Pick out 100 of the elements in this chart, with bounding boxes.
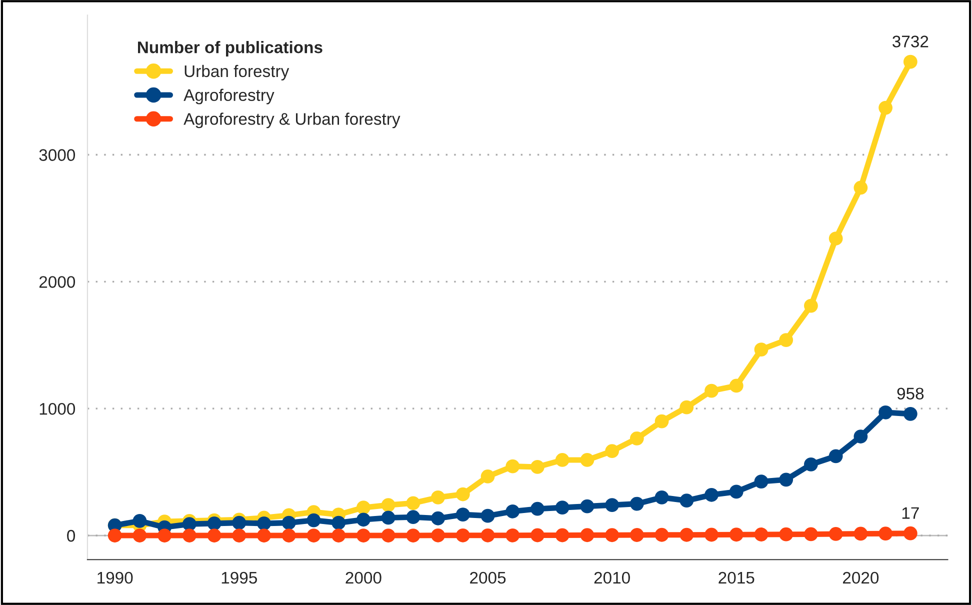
point	[605, 444, 620, 458]
point	[132, 528, 147, 542]
point	[132, 514, 147, 528]
point	[903, 406, 918, 421]
point	[854, 526, 868, 541]
point	[680, 528, 694, 542]
point	[654, 528, 669, 542]
point	[654, 414, 669, 428]
point	[431, 490, 445, 504]
point	[878, 405, 892, 420]
point	[878, 100, 892, 115]
legend-title: Number of publications	[138, 41, 322, 57]
point	[828, 232, 843, 246]
x-tick-label: 1990	[98, 572, 133, 584]
point	[207, 516, 222, 530]
point	[605, 528, 620, 542]
point	[630, 528, 644, 542]
point	[332, 528, 346, 542]
point	[480, 528, 495, 542]
point	[232, 528, 246, 542]
point	[754, 474, 768, 489]
y-tick-label: 0	[67, 530, 76, 542]
data-label: 3732	[892, 36, 928, 48]
point	[779, 472, 794, 487]
x-tick-label: 2005	[470, 572, 506, 584]
point	[729, 528, 744, 542]
point	[356, 528, 370, 542]
point	[356, 500, 370, 515]
point	[431, 511, 445, 526]
point	[580, 453, 594, 467]
point	[108, 528, 122, 542]
point	[530, 460, 544, 474]
point	[704, 384, 718, 398]
point	[456, 487, 470, 502]
point	[680, 494, 694, 508]
legend-label: Agroforestry & Urban forestry	[184, 112, 400, 128]
point	[580, 528, 594, 542]
point	[480, 508, 495, 523]
point	[555, 453, 570, 467]
point	[828, 527, 843, 541]
point	[530, 502, 544, 516]
x-tick-label: 2020	[842, 572, 879, 584]
point	[754, 342, 768, 357]
point	[804, 457, 818, 472]
point	[158, 528, 172, 542]
point	[804, 527, 818, 542]
point	[406, 528, 420, 542]
point	[356, 512, 370, 527]
point	[704, 488, 718, 502]
point	[306, 513, 321, 528]
point	[854, 180, 868, 195]
point	[381, 498, 396, 512]
point	[729, 378, 744, 393]
point	[456, 508, 470, 522]
x-tick-label: 1995	[222, 572, 257, 584]
point	[754, 528, 768, 542]
point	[332, 516, 346, 530]
point	[257, 516, 271, 530]
y-tick-label: 2000	[39, 276, 76, 288]
x-tick-label: 2010	[594, 572, 630, 584]
point	[878, 526, 892, 541]
point	[381, 528, 396, 542]
point	[506, 528, 520, 542]
point	[182, 528, 196, 542]
point	[406, 496, 420, 510]
point	[630, 431, 644, 446]
point	[580, 499, 594, 514]
point	[306, 528, 321, 542]
point	[779, 527, 794, 542]
point	[605, 498, 620, 512]
point	[680, 400, 694, 414]
point	[480, 470, 495, 484]
x-tick-label: 2000	[346, 572, 382, 584]
point	[729, 484, 744, 499]
point	[654, 490, 669, 504]
legend-label: Agroforestry	[184, 88, 274, 104]
point	[232, 516, 246, 530]
y-tick-label: 3000	[39, 149, 76, 161]
legend-label: Urban forestry	[184, 64, 290, 80]
point	[555, 500, 570, 515]
point	[530, 528, 544, 542]
data-label: 958	[897, 388, 924, 400]
point	[257, 528, 271, 542]
point	[282, 516, 296, 530]
point	[456, 528, 470, 542]
point	[903, 526, 918, 540]
point	[630, 496, 644, 511]
point	[431, 528, 445, 542]
data-label: 17	[902, 507, 919, 519]
point	[506, 459, 520, 474]
point	[381, 510, 396, 525]
point	[506, 504, 520, 518]
point	[854, 430, 868, 444]
point	[555, 528, 570, 542]
point	[903, 54, 918, 69]
y-tick-label: 1000	[40, 402, 76, 415]
point	[207, 528, 222, 542]
point	[779, 333, 794, 347]
point	[704, 528, 718, 542]
point	[828, 449, 843, 464]
